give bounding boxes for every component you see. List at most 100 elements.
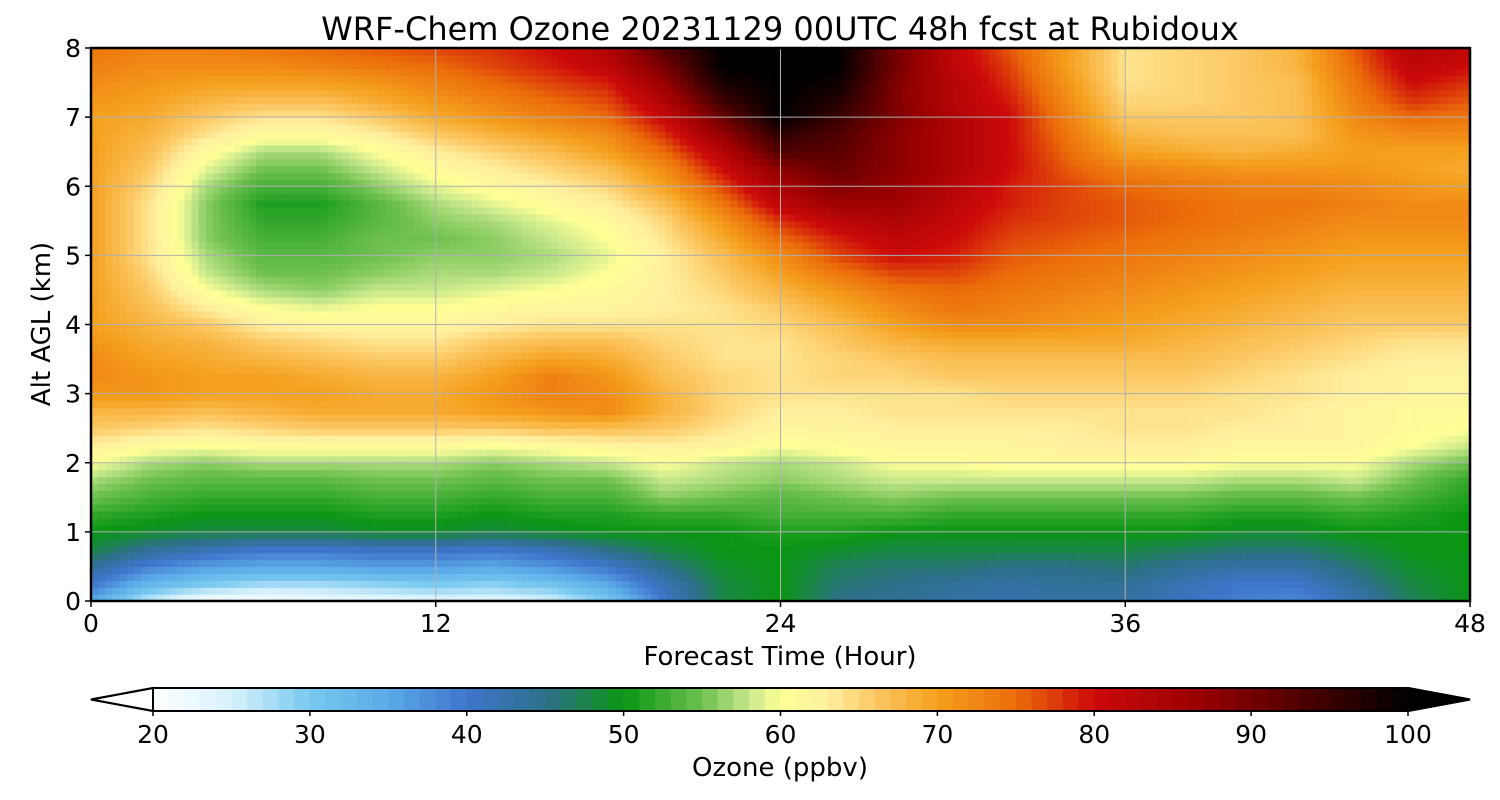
- heatmap-cell: [1247, 573, 1256, 581]
- heatmap-cell: [1355, 476, 1363, 485]
- heatmap-cell: [1369, 421, 1378, 429]
- heatmap-cell: [313, 518, 322, 526]
- heatmap-cell: [521, 587, 530, 595]
- heatmap-cell: [938, 566, 947, 574]
- heatmap-cell: [263, 462, 272, 471]
- heatmap-cell: [1254, 531, 1263, 540]
- heatmap-cell: [356, 469, 365, 478]
- heatmap-cell: [565, 531, 573, 540]
- heatmap-cell: [1319, 490, 1327, 498]
- heatmap-cell: [1455, 531, 1464, 540]
- heatmap-cell: [1448, 476, 1457, 485]
- heatmap-cell: [715, 483, 724, 491]
- heatmap-cell: [421, 497, 430, 505]
- heatmap-cell: [277, 573, 286, 581]
- heatmap-cell: [1118, 552, 1126, 561]
- heatmap-cell: [306, 552, 315, 561]
- heatmap-cell: [249, 490, 257, 498]
- heatmap-cell: [1441, 497, 1450, 505]
- heatmap-cell: [1232, 531, 1241, 540]
- heatmap-cell: [170, 504, 178, 512]
- heatmap-cell: [766, 455, 774, 464]
- heatmap-cell: [687, 538, 695, 547]
- heatmap-cell: [794, 559, 803, 568]
- heatmap-cell: [557, 566, 566, 574]
- heatmap-cell: [349, 455, 358, 464]
- heatmap-cell: [1053, 462, 1062, 471]
- heatmap-cell: [967, 435, 976, 443]
- heatmap-cell: [220, 448, 229, 457]
- heatmap-cell: [1261, 594, 1270, 601]
- heatmap-cell: [1290, 538, 1299, 547]
- heatmap-cell: [916, 518, 925, 526]
- heatmap-cell: [1153, 497, 1162, 505]
- heatmap-cell: [306, 469, 315, 478]
- heatmap-cell: [572, 462, 580, 471]
- heatmap-cell: [1175, 483, 1184, 491]
- heatmap-cell: [407, 442, 415, 450]
- heatmap-cell: [1031, 448, 1040, 457]
- heatmap-cell: [284, 566, 293, 574]
- heatmap-cell: [191, 504, 200, 512]
- heatmap-cell: [442, 448, 451, 457]
- heatmap-cell: [1283, 490, 1292, 498]
- heatmap-cell: [644, 559, 652, 568]
- heatmap-cell: [1103, 511, 1112, 519]
- heatmap-cell: [256, 587, 264, 595]
- heatmap-cell: [730, 587, 738, 595]
- heatmap-cell: [191, 518, 200, 526]
- heatmap-cell: [1125, 483, 1134, 491]
- heatmap-cell: [91, 566, 99, 574]
- heatmap-cell: [1390, 566, 1399, 574]
- heatmap-cell: [1168, 428, 1177, 436]
- heatmap-cell: [830, 448, 839, 457]
- heatmap-cell: [1376, 511, 1385, 519]
- heatmap-cell: [924, 490, 932, 498]
- heatmap-cell: [572, 587, 580, 595]
- heatmap-cell: [600, 594, 609, 601]
- heatmap-cell: [277, 455, 286, 464]
- heatmap-cell: [916, 552, 925, 561]
- heatmap-cell: [723, 573, 731, 581]
- heatmap-cell: [766, 524, 774, 533]
- heatmap-cell: [442, 442, 451, 450]
- heatmap-cell: [1197, 448, 1205, 457]
- heatmap-cell: [1175, 490, 1184, 498]
- heatmap-cell: [399, 476, 408, 485]
- heatmap-cell: [292, 531, 300, 540]
- heatmap-cell: [98, 545, 106, 554]
- heatmap-cell: [1276, 580, 1284, 588]
- heatmap-cell: [1218, 587, 1227, 595]
- heatmap-cell: [694, 511, 703, 519]
- heatmap-cell: [1153, 490, 1162, 498]
- heatmap-cell: [1211, 552, 1220, 561]
- heatmap-cell: [1010, 573, 1019, 581]
- heatmap-cell: [608, 455, 616, 464]
- heatmap-cell: [335, 448, 343, 457]
- heatmap-cell: [572, 490, 580, 498]
- heatmap-cell: [450, 566, 458, 574]
- heatmap-cell: [1182, 455, 1191, 464]
- heatmap-cell: [916, 566, 925, 574]
- heatmap-cell: [213, 594, 221, 601]
- heatmap-cell: [823, 538, 832, 547]
- heatmap-cell: [1082, 580, 1090, 588]
- heatmap-cell: [1398, 511, 1406, 519]
- heatmap-cell: [586, 476, 595, 485]
- heatmap-cell: [1383, 538, 1392, 547]
- heatmap-cell: [249, 428, 257, 436]
- heatmap-cell: [723, 428, 731, 436]
- heatmap-cell: [428, 518, 437, 526]
- heatmap-cell: [1247, 442, 1256, 450]
- heatmap-cell: [1110, 428, 1119, 436]
- heatmap-cell: [270, 573, 279, 581]
- heatmap-cell: [1103, 538, 1112, 547]
- heatmap-cell: [751, 566, 760, 574]
- heatmap-cell: [270, 455, 279, 464]
- heatmap-cell: [1118, 538, 1126, 547]
- heatmap-cell: [1146, 448, 1155, 457]
- heatmap-cell: [1362, 518, 1371, 526]
- heatmap-cell: [1146, 545, 1155, 554]
- heatmap-cell: [1146, 490, 1155, 498]
- heatmap-cell: [708, 531, 717, 540]
